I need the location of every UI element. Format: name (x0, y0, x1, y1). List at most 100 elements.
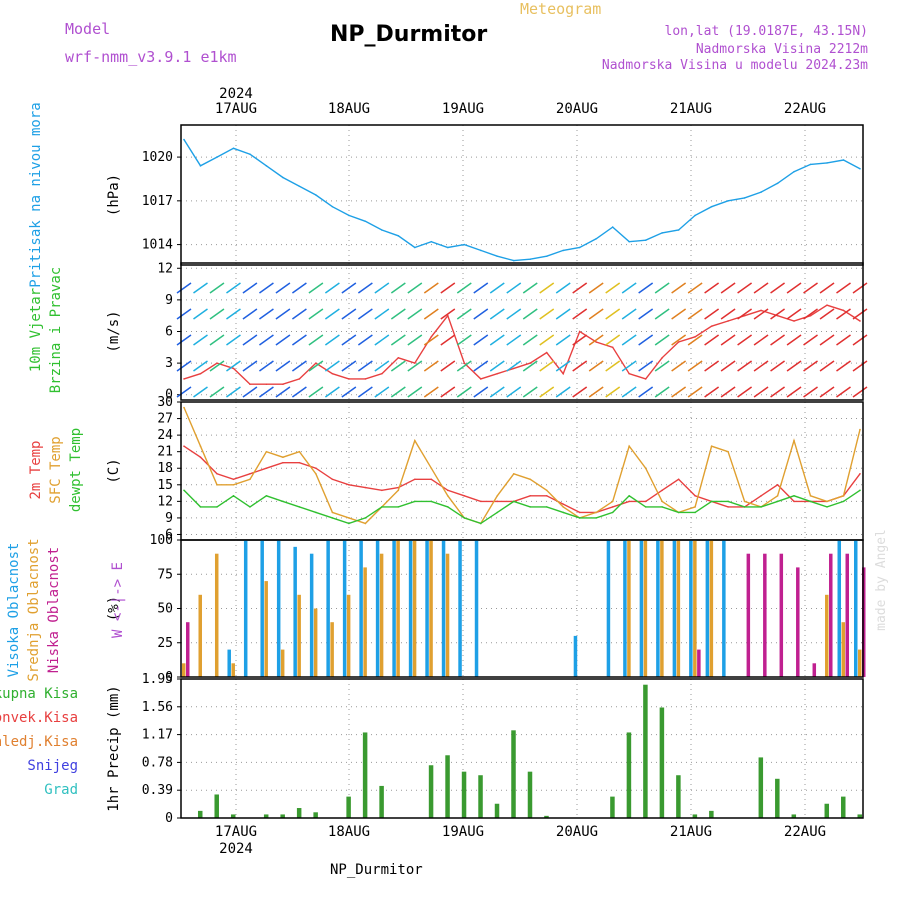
bar-srednja-oblacnost (264, 581, 268, 677)
bar-ukupna-kisa (791, 814, 797, 818)
wind-barb (489, 386, 505, 398)
wind-barb (803, 282, 818, 294)
wind-barb (786, 282, 802, 294)
data-point (414, 478, 416, 481)
data-point (826, 500, 828, 503)
location-info: lon,lat (19.0187E, 43.15N) (664, 24, 869, 39)
data-point (578, 511, 581, 514)
wind-barb (572, 282, 588, 294)
wind-barb (704, 334, 720, 346)
data-point (842, 159, 845, 161)
wind-barb (687, 308, 703, 320)
precip-legend-item: Zaledj.Kisa (0, 734, 78, 750)
wind-barb (242, 308, 258, 320)
data-point (628, 445, 630, 447)
y-tick-label: 6 (165, 527, 173, 542)
wind-barb (819, 308, 835, 320)
bar-srednja-oblacnost (231, 663, 235, 677)
x-tick-label-bottom: 21AUG (670, 824, 712, 840)
bar-visoka-oblacnost (573, 635, 578, 677)
data-point (315, 511, 317, 514)
data-point (595, 237, 597, 240)
wind-barb (456, 386, 472, 398)
wind-barb (555, 334, 571, 346)
data-point (298, 461, 301, 464)
data-point (776, 500, 779, 503)
data-point (644, 467, 647, 470)
wind-barb (489, 360, 505, 372)
wind-barb (176, 360, 192, 372)
wind-barb (572, 386, 588, 398)
data-point (364, 378, 367, 380)
wind-barb (687, 360, 703, 372)
data-point (430, 467, 433, 470)
bar-ukupna-kisa (511, 730, 516, 818)
series-line-pritisak-na-nivou-mora (183, 139, 861, 262)
y-tick-label: 18 (157, 461, 173, 476)
data-point (282, 500, 284, 503)
data-point (727, 506, 729, 508)
wind-barb (737, 360, 753, 372)
bar-visoka-oblacnost (656, 540, 660, 677)
wind-barb (572, 360, 588, 372)
wind-barb (720, 386, 736, 398)
data-point (282, 176, 284, 179)
data-point (826, 304, 828, 306)
data-point (265, 467, 268, 470)
bar-srednja-oblacnost (627, 540, 631, 677)
wind-barb (654, 308, 670, 320)
data-point (315, 472, 317, 475)
y-tick-label: 27 (157, 412, 173, 427)
wind-barb (621, 282, 637, 294)
bar-visoka-oblacnost (458, 540, 462, 677)
bar-visoka-oblacnost (359, 540, 363, 677)
bar-niska-oblacnost (697, 649, 701, 677)
wind-barb (209, 386, 225, 398)
wind-barb (737, 282, 753, 294)
page-title: NP_Durmitor (330, 22, 488, 47)
wind-barb (753, 334, 769, 346)
data-point (793, 495, 795, 497)
wind-barb (341, 386, 357, 398)
wind-barb (226, 282, 241, 294)
wind-barb (638, 282, 654, 294)
wind-barb (193, 308, 208, 320)
data-point (776, 182, 779, 185)
bar-ukupna-kisa (362, 732, 368, 818)
data-point (677, 341, 680, 343)
wind-barb (836, 282, 851, 294)
data-point (496, 511, 499, 514)
wind-barb (291, 334, 307, 346)
wind-barb (671, 386, 687, 398)
bar-visoka-oblacnost (227, 649, 231, 677)
bar-visoka-oblacnost (293, 546, 297, 677)
data-point (760, 309, 762, 312)
bar-srednja-oblacnost (297, 594, 301, 677)
data-point (430, 240, 433, 243)
data-point (611, 511, 614, 514)
wind-barb (242, 360, 258, 372)
wind-barb (308, 308, 324, 320)
wind-barb (852, 308, 868, 320)
wind-barb (786, 334, 802, 346)
data-point (183, 138, 185, 141)
wind-barb (193, 282, 208, 294)
wind-barb (852, 360, 868, 372)
data-point (529, 478, 532, 481)
wind-barb (522, 334, 538, 346)
wind-barb (770, 360, 785, 372)
bar-niska-oblacnost (845, 553, 850, 677)
wind-barb (357, 282, 373, 294)
wind-barb (654, 334, 670, 346)
wind-barb (473, 360, 489, 372)
wind-barb (275, 308, 291, 320)
data-point (430, 500, 433, 503)
data-point (694, 335, 696, 338)
x-tick-label-bottom: 22AUG (784, 824, 826, 840)
data-point (315, 194, 317, 196)
y-tick-label: 21 (157, 445, 173, 460)
data-point (265, 383, 268, 385)
data-point (381, 489, 383, 492)
data-point (677, 229, 680, 231)
data-point (496, 372, 499, 375)
